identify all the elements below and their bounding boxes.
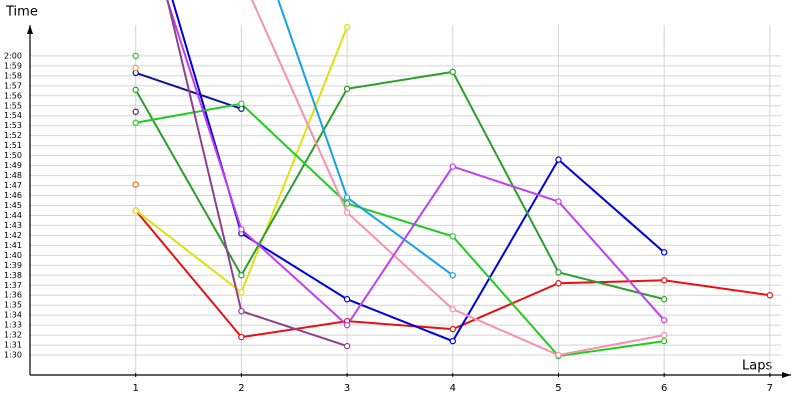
point-marker [343, 194, 351, 201]
y-tick-label: 2:00 [4, 51, 22, 60]
point-marker [660, 337, 668, 345]
y-tick-label: 1:37 [4, 281, 22, 290]
y-tick-label: 1:43 [4, 221, 22, 230]
point-marker [660, 296, 668, 303]
y-tick-label: 1:56 [4, 91, 22, 100]
y-tick-label: 1:31 [4, 341, 22, 350]
y-tick-label: 1:52 [4, 131, 22, 140]
point-marker [449, 305, 456, 313]
x-tick-label: 1 [133, 383, 139, 394]
point-marker [449, 272, 456, 279]
y-tick-label: 1:42 [4, 231, 22, 240]
point-marker [660, 316, 668, 324]
point-marker [238, 226, 245, 233]
y-tick-label: 1:35 [4, 301, 22, 310]
x-axis-title: Laps [742, 359, 772, 374]
point-marker [555, 269, 562, 276]
x-axis-arrow [782, 372, 791, 378]
y-tick-label: 1:44 [4, 211, 22, 220]
point-marker [555, 198, 562, 205]
y-tick-label: 1:53 [4, 121, 22, 130]
x-tick-label: 2 [238, 383, 244, 394]
y-tick-label: 1:47 [4, 181, 22, 190]
y-axis-arrow [27, 25, 33, 34]
y-tick-label: 1:58 [4, 71, 22, 80]
point-marker [449, 325, 456, 333]
x-tick-label: 7 [767, 383, 773, 394]
point-marker [449, 68, 456, 76]
point-marker [238, 100, 245, 107]
point-marker [343, 209, 351, 216]
series-line [135, 102, 665, 358]
point-marker [132, 181, 139, 188]
point-marker [238, 289, 245, 296]
y-tick-label: 1:54 [4, 111, 22, 120]
point-marker [343, 342, 351, 350]
y-tick-label: 1:40 [4, 251, 22, 260]
point-marker [343, 296, 351, 303]
series-line [166, 0, 665, 327]
y-tick-label: 1:46 [4, 191, 22, 200]
point-marker [343, 23, 351, 31]
y-tick-label: 1:34 [4, 311, 22, 320]
point-marker [238, 272, 245, 279]
y-tick-label: 1:41 [4, 241, 22, 250]
y-tick-label: 1:33 [4, 321, 22, 330]
point-marker [343, 85, 351, 93]
point-marker [660, 249, 668, 256]
point-marker [132, 108, 139, 115]
point-marker [449, 337, 456, 345]
x-tick-label: 4 [450, 383, 456, 394]
y-axis-title: Time [5, 5, 38, 20]
point-marker [660, 277, 668, 284]
point-marker [238, 307, 245, 315]
y-tick-label: 1:50 [4, 151, 22, 160]
point-marker [132, 119, 139, 126]
y-tick-label: 1:51 [4, 141, 22, 150]
point-marker [555, 156, 562, 163]
point-marker [660, 331, 668, 339]
y-tick-label: 1:48 [4, 171, 22, 180]
point-marker [766, 292, 774, 299]
y-tick-label: 1:32 [4, 331, 22, 340]
point-marker [555, 280, 562, 287]
y-tick-label: 1:39 [4, 261, 22, 270]
point-marker [132, 52, 139, 60]
series-line [171, 0, 665, 343]
y-tick-label: 1:59 [4, 61, 22, 70]
point-marker [343, 200, 351, 207]
y-tick-label: 1:36 [4, 291, 22, 300]
point-marker [132, 207, 139, 214]
x-tick-label: 5 [555, 383, 561, 394]
x-tick-label: 6 [661, 383, 667, 394]
point-marker [132, 64, 139, 72]
y-tick-label: 1:49 [4, 161, 22, 170]
point-marker [449, 163, 456, 170]
y-tick-label: 1:45 [4, 201, 22, 210]
point-marker [343, 321, 351, 329]
point-marker [555, 351, 562, 359]
y-tick-label: 1:55 [4, 101, 22, 110]
point-marker [238, 333, 245, 341]
series-line [134, 70, 665, 301]
y-tick-label: 1:38 [4, 271, 22, 280]
y-tick-label: 1:30 [4, 351, 22, 360]
x-tick-label: 3 [344, 383, 350, 394]
point-marker [449, 233, 456, 240]
point-marker [132, 86, 139, 94]
y-tick-label: 1:57 [4, 81, 22, 90]
